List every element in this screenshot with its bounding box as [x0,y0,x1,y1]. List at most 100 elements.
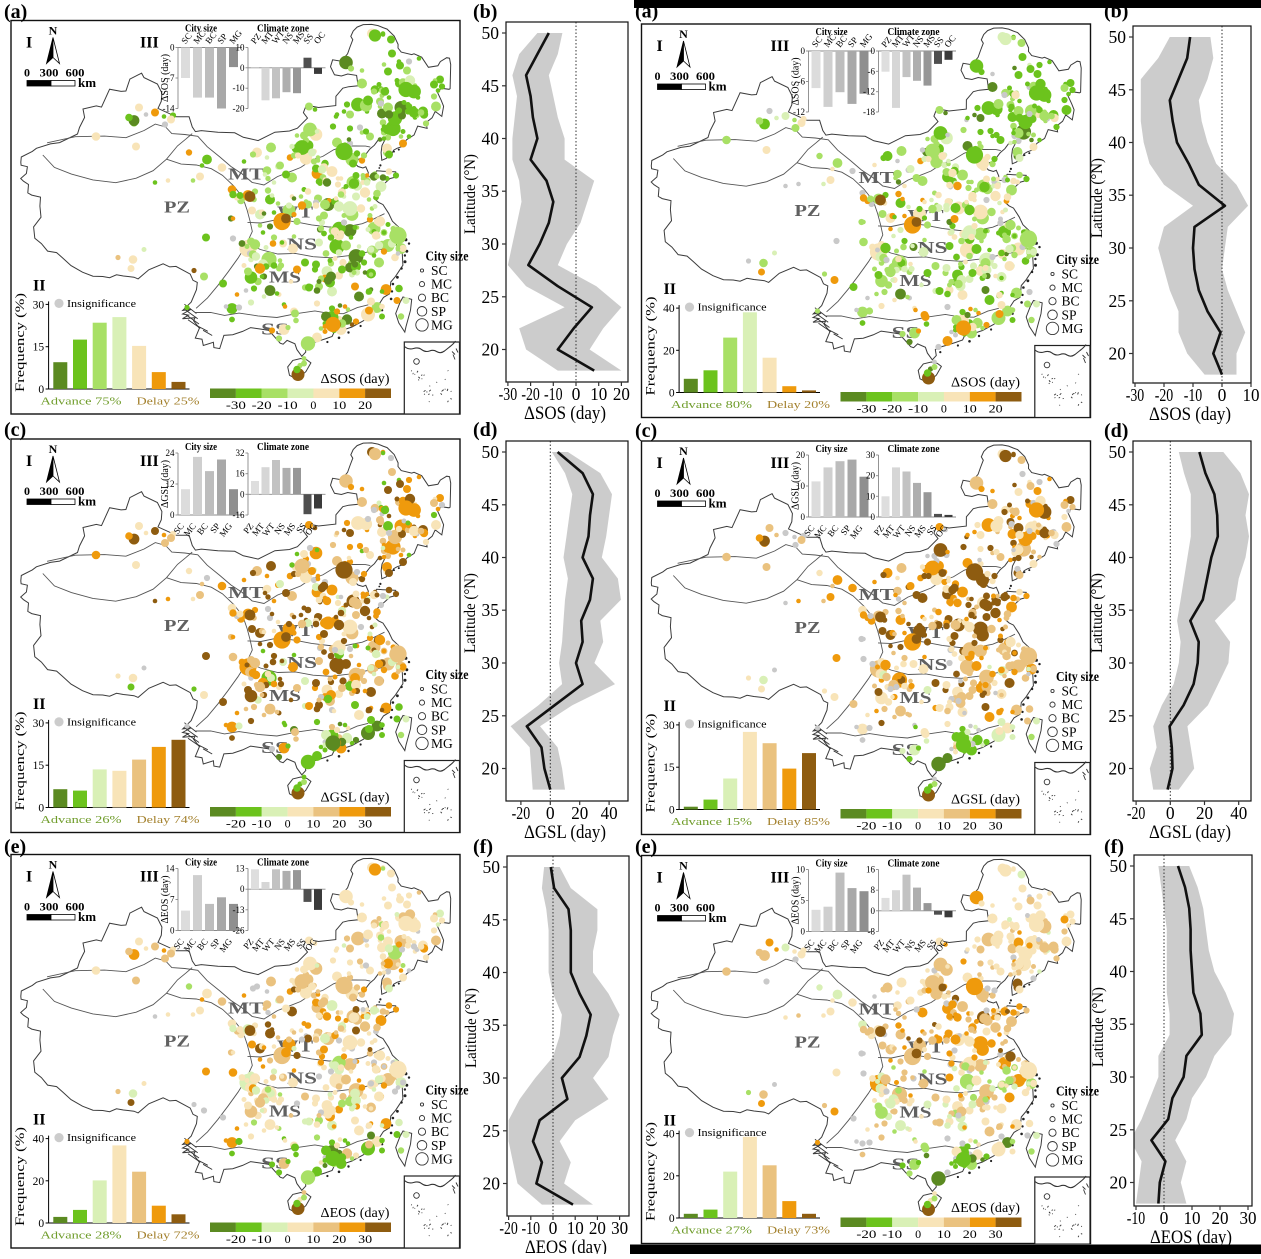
svg-text:20: 20 [33,1176,45,1188]
svg-text:0: 0 [38,1218,44,1230]
svg-text:Delay 20%: Delay 20% [767,399,830,411]
svg-text:Advance 28%: Advance 28% [41,1230,122,1242]
svg-text:35: 35 [1109,185,1127,205]
svg-text:30: 30 [33,299,45,311]
svg-text:(f): (f) [473,836,493,858]
svg-text:Insignificance: Insignificance [67,1133,136,1144]
svg-text:32: 32 [236,448,245,458]
svg-text:30: 30 [33,718,45,730]
svg-text:-20: -20 [499,1218,518,1238]
svg-text:0: 0 [1218,385,1227,405]
svg-text:0: 0 [941,402,947,416]
svg-text:30: 30 [482,653,500,673]
svg-text:40: 40 [33,1134,45,1146]
svg-text:(a): (a) [4,1,27,23]
svg-text:40: 40 [663,303,675,315]
svg-text:-20: -20 [521,384,540,404]
svg-text:-12: -12 [793,107,805,117]
svg-text:35: 35 [483,1015,501,1035]
svg-text:45: 45 [482,76,500,96]
svg-text:III: III [771,38,790,55]
svg-text:I: I [657,38,663,55]
svg-text:Delay 85%: Delay 85% [767,816,830,828]
svg-text:10: 10 [306,1232,320,1246]
svg-text:Climate zone: Climate zone [257,441,309,453]
svg-text:Climate zone: Climate zone [888,858,940,870]
svg-text:20: 20 [796,450,806,460]
svg-text:SP: SP [215,32,229,46]
svg-text:0: 0 [871,512,876,522]
svg-text:30: 30 [1240,1208,1257,1228]
svg-text:10: 10 [1184,1208,1201,1228]
svg-text:15: 15 [663,762,675,774]
svg-text:45: 45 [1110,909,1128,929]
svg-text:40: 40 [1110,962,1128,982]
svg-text:(d): (d) [473,419,497,441]
svg-text:Delay 72%: Delay 72% [137,1230,200,1242]
svg-text:30: 30 [1109,238,1127,258]
svg-text:-13: -13 [233,905,245,915]
svg-text:25: 25 [1109,291,1127,311]
svg-text:Delay 74%: Delay 74% [137,814,200,826]
svg-text:0: 0 [285,817,291,831]
svg-text:-6: -6 [798,77,806,87]
svg-text:0: 0 [310,398,316,412]
svg-text:0: 0 [915,819,921,833]
svg-text:25: 25 [1110,1120,1128,1140]
svg-text:50: 50 [482,442,500,462]
svg-text:-10: -10 [278,398,298,412]
svg-text:40: 40 [1109,133,1127,153]
svg-text:50: 50 [482,23,500,43]
svg-text:Insignificance: Insignificance [67,299,136,310]
svg-text:40: 40 [482,129,500,149]
svg-text:ΔSOS (day): ΔSOS (day) [1149,404,1231,425]
svg-text:10: 10 [937,1227,951,1241]
svg-text:20: 20 [1212,1208,1229,1228]
svg-text:III: III [140,453,159,470]
svg-text:-10: -10 [882,819,902,833]
svg-text:12: 12 [166,479,175,489]
svg-text:ΔGSL (day): ΔGSL (day) [791,462,802,510]
svg-text:20: 20 [1110,1173,1128,1193]
svg-text:40: 40 [663,1129,675,1141]
svg-text:-20: -20 [252,398,272,412]
svg-text:-30: -30 [499,384,518,404]
svg-text:-30: -30 [1126,385,1145,405]
svg-text:10: 10 [236,43,246,53]
svg-text:ΔEOS (day): ΔEOS (day) [951,1200,1020,1215]
svg-text:0: 0 [1160,1208,1169,1228]
svg-text:Frequency (%): Frequency (%) [644,1122,658,1221]
svg-text:25: 25 [482,287,500,307]
svg-text:35: 35 [482,181,500,201]
svg-text:(f): (f) [1104,836,1124,858]
svg-text:Frequency (%): Frequency (%) [13,1127,27,1226]
svg-text:40: 40 [482,548,500,568]
svg-text:ΔSOS (day): ΔSOS (day) [951,375,1020,390]
svg-text:20: 20 [589,1218,606,1238]
svg-text:0: 0 [801,46,806,56]
svg-text:-18: -18 [863,107,875,117]
svg-text:0: 0 [38,384,44,396]
svg-text:III: III [771,455,790,472]
svg-text:50: 50 [1109,442,1127,462]
svg-text:30: 30 [1109,653,1127,673]
svg-text:0: 0 [38,803,44,815]
svg-text:0: 0 [170,510,175,520]
svg-text:City size: City size [816,443,848,455]
svg-text:ΔGSL (day): ΔGSL (day) [1149,822,1231,843]
svg-text:Insignificance: Insignificance [698,303,767,314]
svg-text:Frequency (%): Frequency (%) [644,297,658,396]
svg-text:30: 30 [1110,1067,1128,1087]
svg-text:30: 30 [989,819,1003,833]
svg-text:II: II [33,696,45,713]
svg-text:ΔGSL (day): ΔGSL (day) [524,822,606,843]
svg-text:Advance 27%: Advance 27% [671,1225,752,1237]
svg-text:0: 0 [170,43,175,53]
svg-text:20: 20 [1196,803,1213,823]
svg-text:III: III [771,870,790,887]
svg-text:SS: SS [301,32,315,46]
svg-text:0: 0 [871,46,876,56]
svg-text:City size: City size [816,858,848,870]
svg-text:ΔSOS (day): ΔSOS (day) [791,58,802,106]
svg-text:(c): (c) [4,419,26,441]
